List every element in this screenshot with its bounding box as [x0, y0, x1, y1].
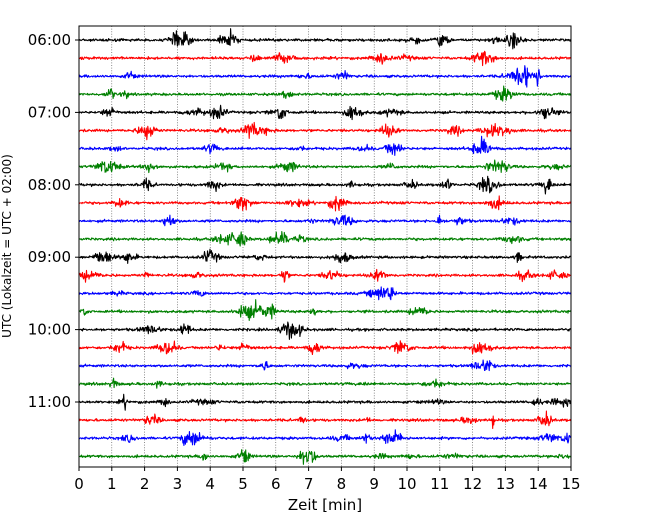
x-tick-label: 2: [140, 475, 150, 493]
x-tick-label: 8: [337, 475, 347, 493]
x-tick-label: 4: [205, 475, 215, 493]
y-tick-label: 10:00: [28, 321, 71, 339]
trace-row: [78, 104, 572, 121]
trace-row: [78, 449, 572, 465]
x-tick-label: 6: [271, 475, 281, 493]
x-tick-label: 13: [496, 475, 515, 493]
x-tick-label: 3: [173, 475, 183, 493]
trace-row: [78, 159, 572, 174]
trace-row: [78, 28, 572, 50]
x-tick-label: 1: [107, 475, 117, 493]
seismogram-traces: [78, 28, 572, 465]
x-axis-label: Zeit [min]: [288, 496, 362, 514]
trace-row: [78, 214, 572, 227]
x-axis-ticks: 0 1 2 3 4 5 6 7 8 9 10 11 12 13 14 15: [74, 467, 581, 493]
y-tick-label: 09:00: [28, 248, 71, 266]
trace-row: [78, 195, 572, 212]
y-axis-ticks: 06:00 07:00 08:00 09:00 10:00 11:00: [28, 31, 79, 411]
y-tick-label: 07:00: [28, 103, 71, 121]
x-tick-label: 5: [238, 475, 248, 493]
trace-row: [78, 340, 572, 356]
trace-row: [78, 393, 572, 411]
y-tick-label: 06:00: [28, 31, 71, 49]
vertical-gridlines: [111, 26, 539, 467]
trace-row: [78, 175, 572, 195]
trace-row: [78, 135, 572, 156]
x-tick-label: 7: [304, 475, 314, 493]
x-tick-label: 0: [74, 475, 84, 493]
trace-row: [78, 50, 572, 67]
trace-row: [78, 377, 572, 389]
x-tick-label: 10: [397, 475, 416, 493]
trace-row: [78, 65, 572, 88]
trace-row: [78, 121, 572, 141]
x-tick-label: 11: [430, 475, 449, 493]
x-tick-label: 15: [561, 475, 580, 493]
trace-row: [78, 248, 572, 264]
trace-row: [78, 268, 572, 283]
trace-row: [78, 286, 572, 301]
trace-row: [78, 231, 572, 247]
y-tick-label: 11:00: [28, 393, 71, 411]
y-axis-label: UTC (Lokalzeit = UTC + 02:00): [0, 154, 14, 338]
trace-row: [78, 429, 572, 446]
x-tick-label: 14: [529, 475, 548, 493]
plot-frame: [78, 25, 572, 468]
x-tick-label: 9: [369, 475, 379, 493]
y-tick-label: 08:00: [28, 176, 71, 194]
trace-row: [78, 359, 572, 372]
trace-row: [78, 85, 572, 102]
trace-row: [78, 410, 572, 430]
trace-row: [78, 299, 572, 321]
trace-row: [78, 321, 572, 340]
x-tick-label: 12: [463, 475, 482, 493]
